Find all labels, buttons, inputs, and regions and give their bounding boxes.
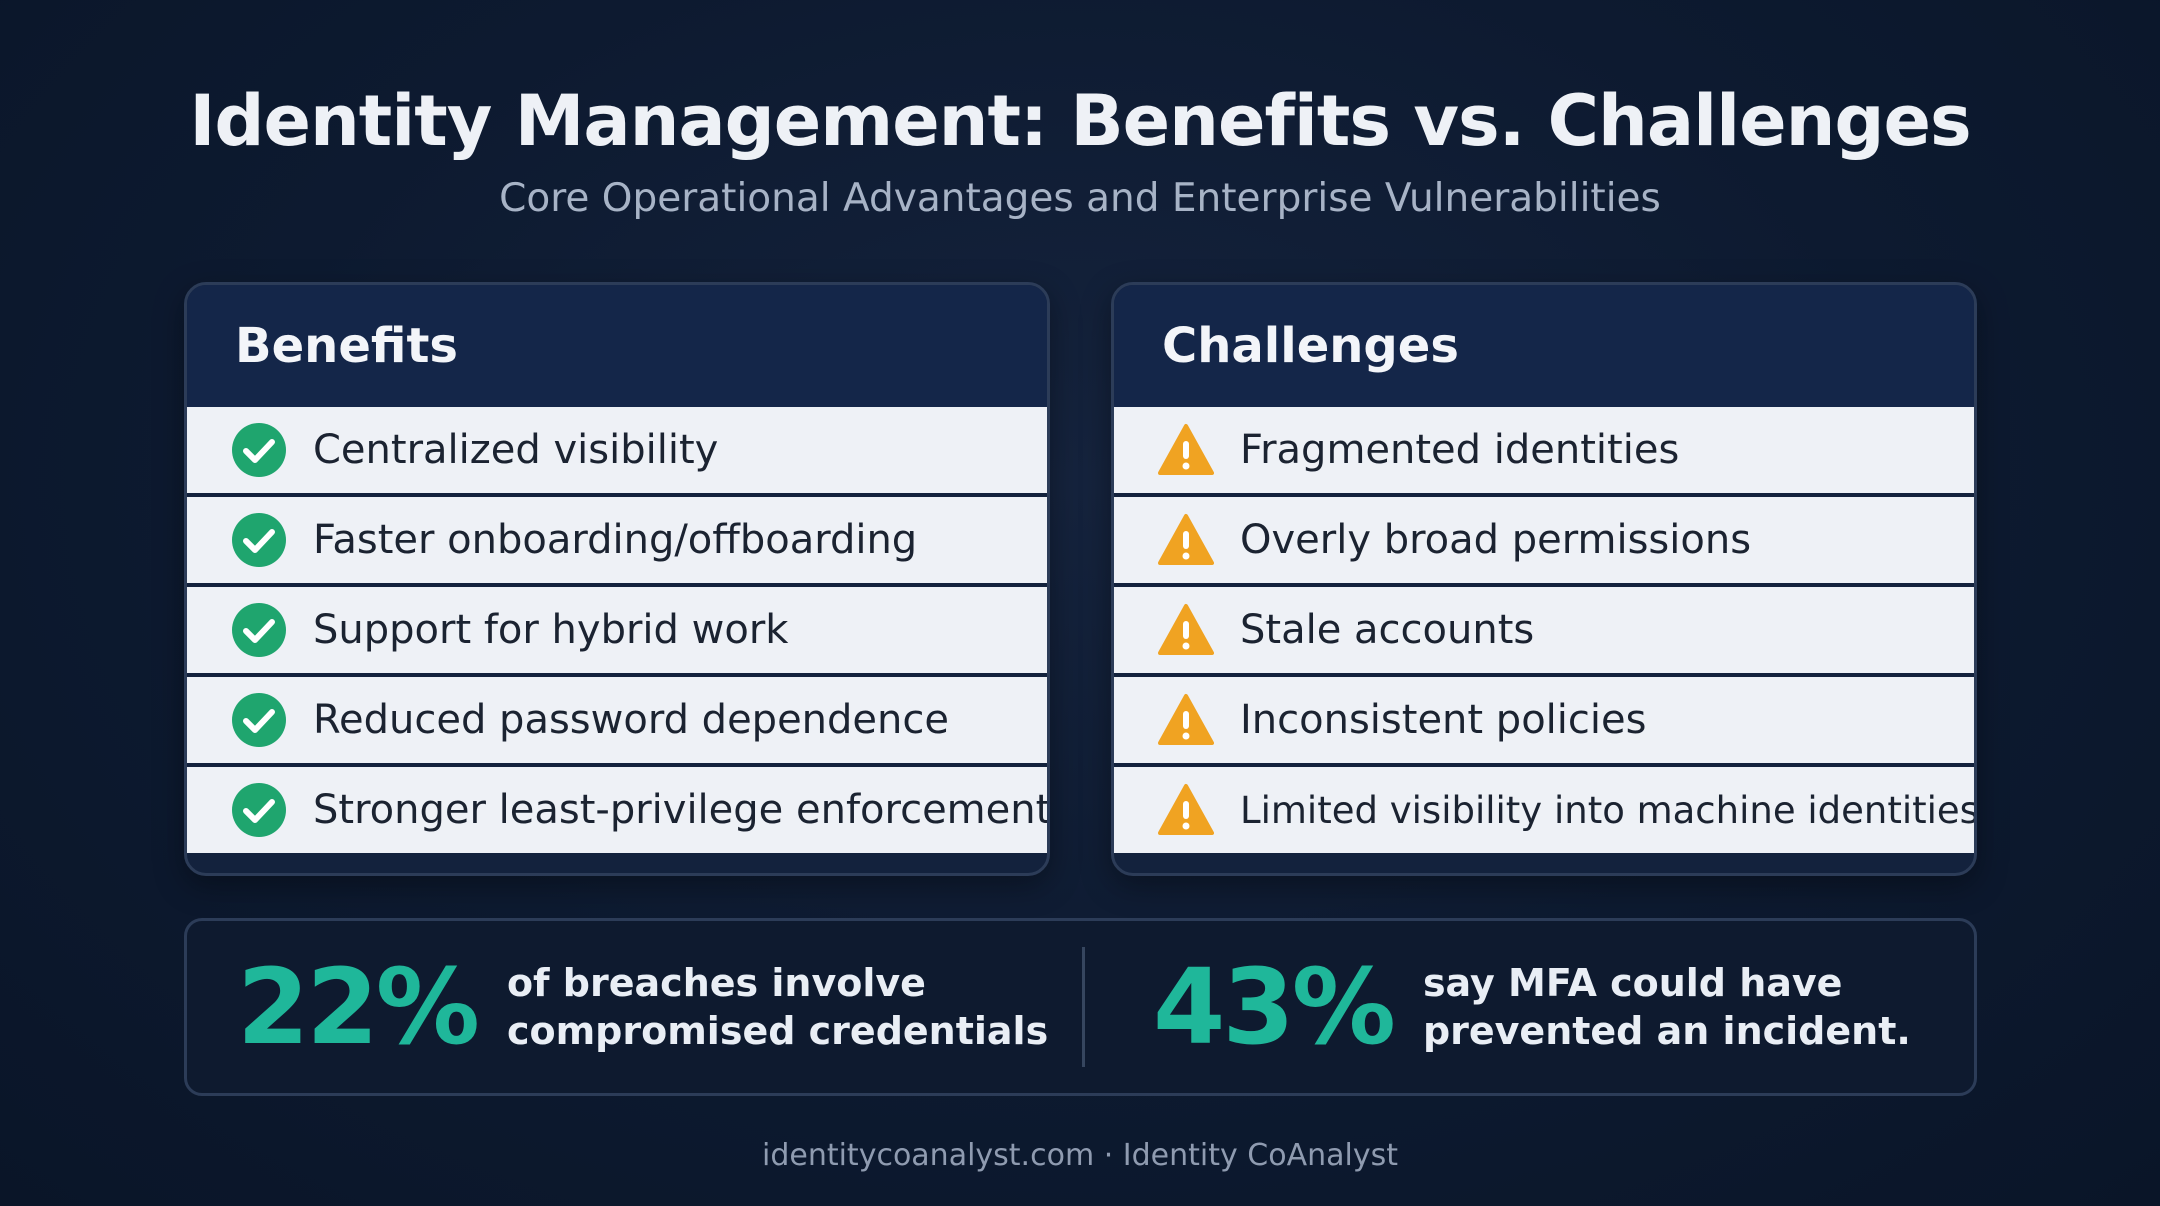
warning-triangle-icon	[1158, 782, 1214, 838]
stat-line: of breaches involve	[506, 961, 926, 1005]
benefit-item: Centralized visibility	[187, 407, 1047, 493]
check-circle-icon	[231, 692, 287, 748]
challenge-label: Stale accounts	[1240, 607, 1535, 653]
challenge-item: Limited visibility into machine identiti…	[1114, 767, 1974, 853]
check-circle-icon	[231, 782, 287, 838]
challenge-item: Overly broad permissions	[1114, 497, 1974, 583]
stats-panel: 22% of breaches involve compromised cred…	[184, 918, 1977, 1096]
stat-mfa: 43% say MFA could have prevented an inci…	[1153, 921, 1911, 1093]
warning-triangle-icon	[1158, 422, 1214, 478]
page-subtitle: Core Operational Advantages and Enterpri…	[499, 176, 1661, 221]
warning-triangle-icon	[1158, 692, 1214, 748]
stat-line: say MFA could have	[1422, 961, 1843, 1005]
benefits-heading: Benefits	[187, 285, 1047, 407]
benefit-item: Stronger least-privilege enforcement	[187, 767, 1047, 853]
challenge-label: Fragmented identities	[1240, 427, 1680, 473]
warning-triangle-icon	[1158, 512, 1214, 568]
challenges-card: Challenges Fragmented identities Overly …	[1111, 282, 1977, 876]
benefit-label: Faster onboarding/offboarding	[313, 517, 918, 563]
benefit-item: Faster onboarding/offboarding	[187, 497, 1047, 583]
stat-breaches: 22% of breaches involve compromised cred…	[237, 921, 1048, 1093]
stat-value: 43%	[1153, 946, 1396, 1068]
stat-line: prevented an incident.	[1422, 1009, 1911, 1053]
stat-value: 22%	[237, 946, 480, 1068]
benefit-label: Reduced password dependence	[313, 697, 949, 743]
challenge-item: Fragmented identities	[1114, 407, 1974, 493]
footer-credit: identitycoanalyst.com · Identity CoAnaly…	[761, 1138, 1398, 1173]
challenge-label: Limited visibility into machine identiti…	[1240, 788, 1977, 832]
stat-description: say MFA could have prevented an incident…	[1423, 959, 1911, 1055]
page-title: Identity Management: Benefits vs. Challe…	[189, 80, 1971, 162]
stat-line: compromised credentials	[506, 1009, 1049, 1053]
benefit-label: Centralized visibility	[313, 427, 719, 473]
check-circle-icon	[231, 422, 287, 478]
challenge-label: Inconsistent policies	[1240, 697, 1647, 743]
warning-triangle-icon	[1158, 602, 1214, 658]
benefit-item: Reduced password dependence	[187, 677, 1047, 763]
stat-description: of breaches involve compromised credenti…	[507, 959, 1048, 1055]
benefit-label: Support for hybrid work	[313, 607, 789, 653]
challenge-label: Overly broad permissions	[1240, 517, 1752, 563]
check-circle-icon	[231, 512, 287, 568]
check-circle-icon	[231, 602, 287, 658]
challenge-item: Inconsistent policies	[1114, 677, 1974, 763]
benefits-list: Centralized visibility Faster onboarding…	[187, 407, 1047, 853]
challenge-item: Stale accounts	[1114, 587, 1974, 673]
benefit-label: Stronger least-privilege enforcement	[313, 787, 1050, 833]
benefit-item: Support for hybrid work	[187, 587, 1047, 673]
challenges-list: Fragmented identities Overly broad permi…	[1114, 407, 1974, 853]
benefits-card: Benefits Centralized visibility Faster o…	[184, 282, 1050, 876]
stats-divider	[1082, 947, 1085, 1067]
challenges-heading: Challenges	[1114, 285, 1974, 407]
